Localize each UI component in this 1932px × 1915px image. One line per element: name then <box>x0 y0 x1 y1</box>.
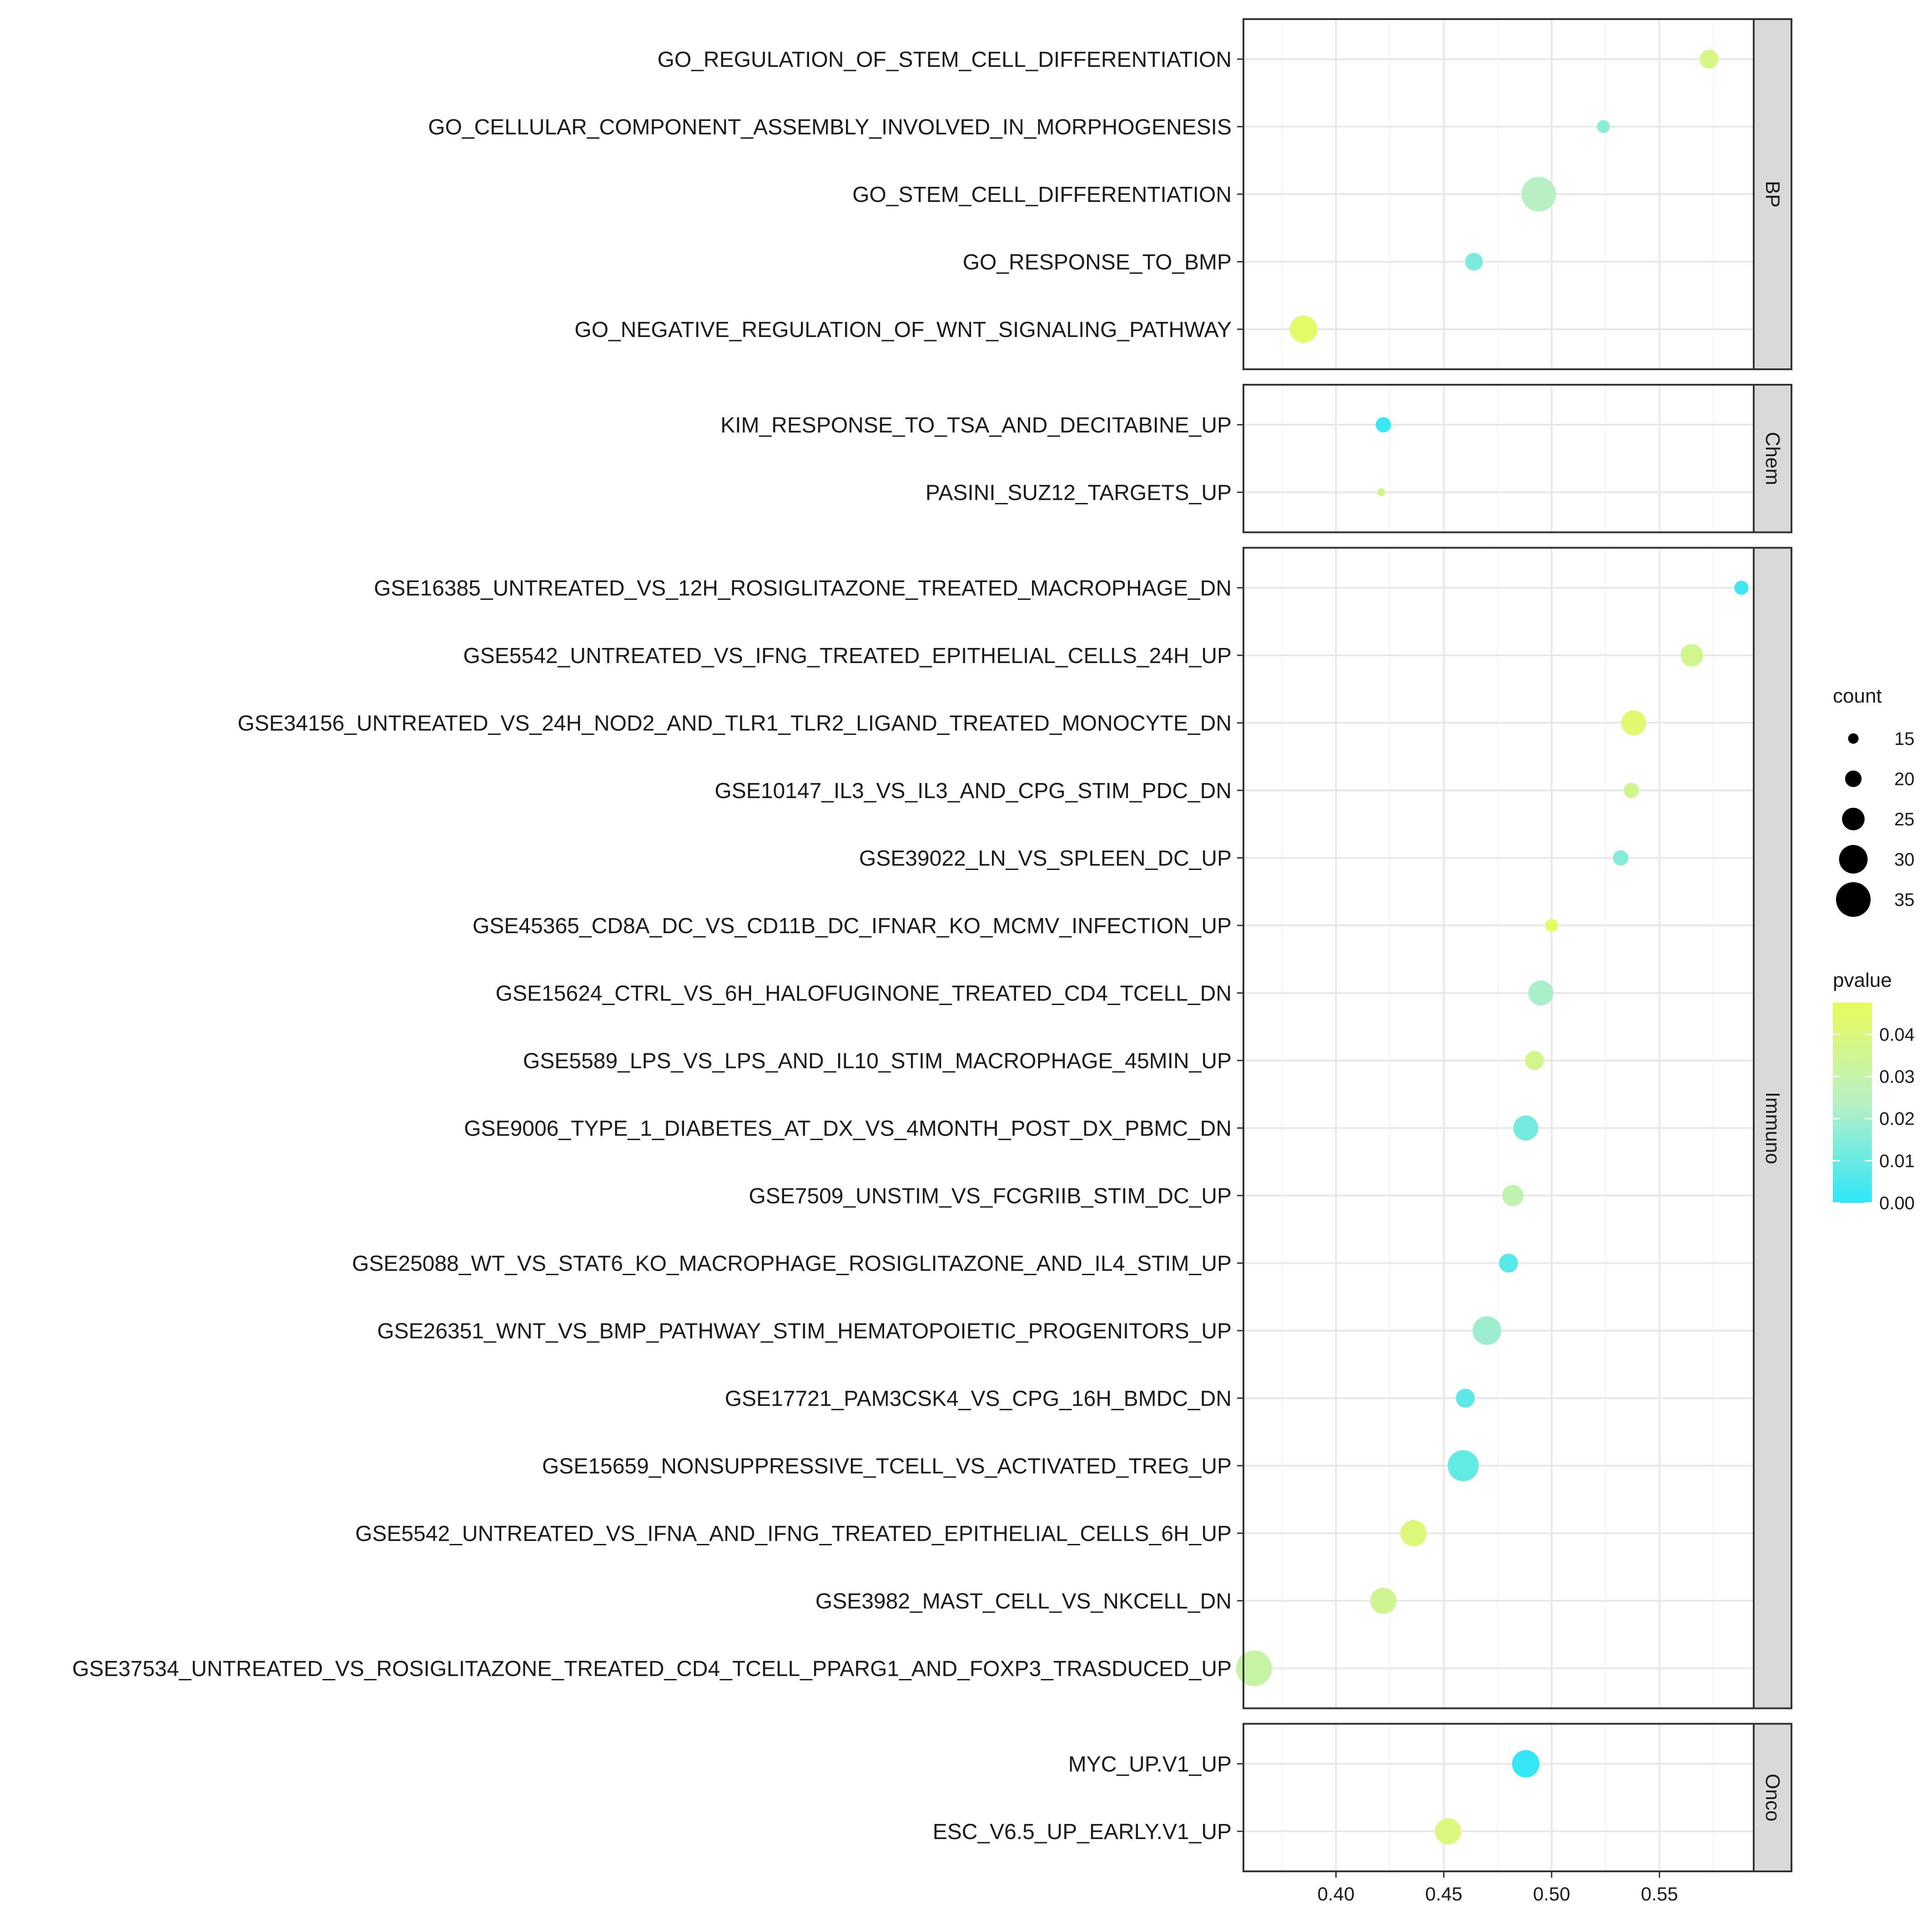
data-point <box>1597 120 1610 133</box>
data-point <box>1521 176 1556 212</box>
y-tick-label: GSE17721_PAM3CSK4_VS_CPG_16H_BMDC_DN <box>725 1387 1232 1411</box>
x-tick-label: 0.45 <box>1425 1883 1463 1905</box>
y-tick-label: GSE45365_CD8A_DC_VS_CD11B_DC_IFNAR_KO_MC… <box>473 914 1232 938</box>
facet-panel-bp: GO_REGULATION_OF_STEM_CELL_DIFFERENTIATI… <box>428 18 1792 370</box>
y-tick-label: ESC_V6.5_UP_EARLY.V1_UP <box>933 1820 1232 1844</box>
y-tick-label: GSE5542_UNTREATED_VS_IFNG_TREATED_EPITHE… <box>463 644 1232 668</box>
color-legend-label: 0.02 <box>1879 1109 1915 1129</box>
facet-panel-onco: MYC_UP.V1_UP ESC_V6.5_UP_EARLY.V1_UP Onco <box>933 1723 1792 1872</box>
data-point <box>1624 783 1639 798</box>
data-point <box>1400 1520 1427 1547</box>
y-tick-label: GSE25088_WT_VS_STAT6_KO_MACROPHAGE_ROSIG… <box>352 1252 1232 1276</box>
y-tick-label: GO_CELLULAR_COMPONENT_ASSEMBLY_INVOLVED_… <box>428 116 1232 140</box>
facet-strip-label: BP <box>1761 181 1784 208</box>
y-tick-label: GO_NEGATIVE_REGULATION_OF_WNT_SIGNALING_… <box>574 318 1232 342</box>
data-point <box>1512 1750 1540 1778</box>
data-point <box>1448 1450 1479 1482</box>
size-legend-key <box>1845 770 1862 787</box>
size-legend-label: 35 <box>1894 890 1915 910</box>
size-legend-key <box>1848 733 1859 744</box>
data-point <box>1375 417 1391 432</box>
facet-panels: GO_REGULATION_OF_STEM_CELL_DIFFERENTIATI… <box>72 18 1792 1872</box>
y-tick-label: KIM_RESPONSE_TO_TSA_AND_DECITABINE_UP <box>720 413 1232 437</box>
facet-panel-immuno: GSE16385_UNTREATED_VS_12H_ROSIGLITAZONE_… <box>72 547 1792 1709</box>
size-legend-label: 25 <box>1894 809 1915 829</box>
data-point <box>1290 315 1318 343</box>
data-point <box>1545 919 1558 932</box>
y-tick-label: GSE26351_WNT_VS_BMP_PATHWAY_STIM_HEMATOP… <box>377 1319 1232 1343</box>
size-legend-label: 15 <box>1894 729 1915 749</box>
y-tick-label: GSE7509_UNSTIM_VS_FCGRIIB_STIM_DC_UP <box>749 1184 1232 1208</box>
data-point <box>1524 1051 1544 1070</box>
data-point <box>1435 1818 1461 1845</box>
data-point <box>1700 50 1719 69</box>
panel-background <box>1243 1724 1754 1871</box>
data-point <box>1680 644 1703 667</box>
size-legend-key <box>1836 882 1871 917</box>
y-tick-label: GSE15659_NONSUPPRESSIVE_TCELL_VS_ACTIVAT… <box>542 1454 1232 1478</box>
y-tick-label: GSE16385_UNTREATED_VS_12H_ROSIGLITAZONE_… <box>374 577 1232 601</box>
y-tick-label: GO_STEM_CELL_DIFFERENTIATION <box>852 183 1232 207</box>
color-legend-label: 0.04 <box>1879 1025 1915 1045</box>
facet-strip <box>1753 18 1792 370</box>
y-tick-label: GO_REGULATION_OF_STEM_CELL_DIFFERENTIATI… <box>658 48 1232 72</box>
data-point <box>1613 850 1629 866</box>
facet-strip <box>1753 384 1792 533</box>
data-point <box>1502 1185 1524 1206</box>
y-tick-label: PASINI_SUZ12_TARGETS_UP <box>926 481 1232 505</box>
y-tick-label: GSE34156_UNTREATED_VS_24H_NOD2_AND_TLR1_… <box>237 712 1232 736</box>
color-legend-label: 0.00 <box>1879 1193 1915 1213</box>
data-point <box>1472 1316 1501 1345</box>
color-legend-label: 0.01 <box>1879 1151 1915 1171</box>
size-legend-title: count <box>1833 685 1882 707</box>
size-legend-label: 30 <box>1894 850 1915 870</box>
y-tick-label: GSE39022_LN_VS_SPLEEN_DC_UP <box>859 847 1232 871</box>
data-point <box>1528 980 1554 1005</box>
data-point <box>1621 710 1646 735</box>
facet-strip <box>1753 1723 1792 1872</box>
facet-panel-chem: KIM_RESPONSE_TO_TSA_AND_DECITABINE_UP PAS… <box>720 384 1792 533</box>
size-legend-key <box>1842 808 1865 830</box>
y-tick-label: MYC_UP.V1_UP <box>1068 1753 1232 1777</box>
data-point <box>1236 1650 1272 1686</box>
data-point <box>1513 1116 1539 1141</box>
color-legend-title: pvalue <box>1833 969 1892 991</box>
y-tick-label: GSE15624_CTRL_VS_6H_HALOFUGINONE_TREATED… <box>496 982 1232 1006</box>
y-tick-label: GSE3982_MAST_CELL_VS_NKCELL_DN <box>815 1589 1232 1613</box>
data-point <box>1499 1253 1518 1273</box>
x-tick-label: 0.40 <box>1318 1883 1355 1905</box>
data-point <box>1377 488 1385 497</box>
facet-strip-label: Chem <box>1761 432 1784 485</box>
y-tick-label: GO_RESPONSE_TO_BMP <box>963 251 1232 275</box>
y-tick-label: GSE10147_IL3_VS_IL3_AND_CPG_STIM_PDC_DN <box>714 779 1232 803</box>
x-tick-label: 0.50 <box>1533 1883 1570 1905</box>
y-tick-label: GSE9006_TYPE_1_DIABETES_AT_DX_VS_4MONTH_… <box>464 1117 1232 1141</box>
facet-strip-label: Onco <box>1761 1774 1784 1821</box>
data-point <box>1465 253 1483 271</box>
data-point <box>1456 1388 1475 1408</box>
size-legend-key <box>1839 845 1868 874</box>
y-tick-label: GSE5589_LPS_VS_LPS_AND_IL10_STIM_MACROPH… <box>523 1049 1232 1073</box>
facet-strip <box>1753 547 1792 1709</box>
x-axis: 0.40 0.45 0.50 0.55 <box>1318 1871 1678 1905</box>
legends: count 15 20 25 30 35 pvalue 0.00 0.01 0.02 0.03 0.0… <box>1833 685 1915 1213</box>
size-legend-label: 20 <box>1894 769 1915 789</box>
y-tick-label: GSE37534_UNTREATED_VS_ROSIGLITAZONE_TREA… <box>72 1657 1232 1681</box>
color-legend-bar <box>1833 1003 1872 1203</box>
x-tick-label: 0.55 <box>1641 1883 1678 1905</box>
data-point <box>1370 1588 1397 1614</box>
y-tick-label: GSE5542_UNTREATED_VS_IFNA_AND_IFNG_TREAT… <box>355 1522 1232 1546</box>
color-legend-label: 0.03 <box>1879 1067 1915 1087</box>
data-point <box>1734 581 1749 595</box>
facet-strip-label: Immuno <box>1761 1092 1784 1164</box>
panel-background <box>1243 385 1754 533</box>
